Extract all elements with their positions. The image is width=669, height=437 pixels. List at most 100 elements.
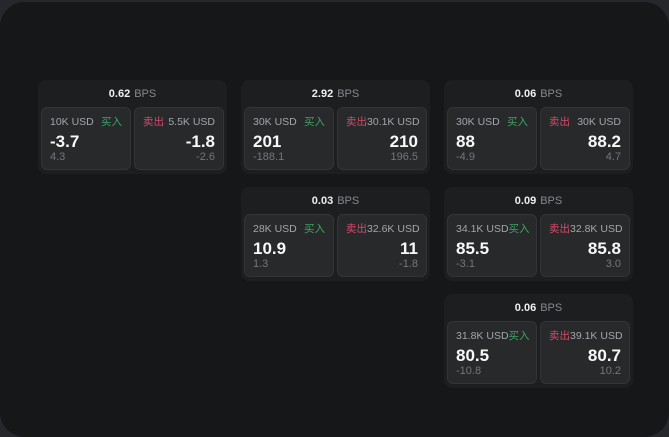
quote-card: 0.03 BPS 28K USD 买入 10.9 1.3 卖出 32.6K US… [241,187,430,281]
buy-delta: -188.1 [253,151,285,163]
sell-panel[interactable]: 卖出 30K USD 88.2 4.7 [540,107,630,170]
buy-amount-label: 31.8K USD [456,329,509,342]
sell-price: 80.7 [587,345,621,365]
sell-panel[interactable]: 卖出 32.8K USD 85.8 3.0 [540,214,630,277]
buy-panel[interactable]: 10K USD 买入 -3.7 4.3 [41,107,131,170]
sell-panel[interactable]: 卖出 5.5K USD -1.8 -2.6 [134,107,224,170]
sell-panel-top-row: 卖出 32.6K USD [346,221,420,236]
buy-amount-label: 28K USD [253,222,297,235]
buy-side-label: 买入 [508,330,530,342]
sell-side-label: 卖出 [346,116,367,128]
bps-suffix-label: BPS [540,301,563,314]
buy-price: 85.5 [456,238,490,258]
buy-price: -3.7 [50,131,80,151]
sell-side-label: 卖出 [346,223,367,235]
sell-amount-label: 5.5K USD [168,115,215,128]
buy-side-label: 买入 [304,223,325,235]
buy-panel[interactable]: 30K USD 买入 201 -188.1 [244,107,334,170]
sell-price: 88.2 [587,131,621,151]
quote-panels: 34.1K USD 买入 85.5 -3.1 卖出 32.8K USD 85.8… [444,214,633,281]
quote-panels: 30K USD 买入 201 -188.1 卖出 30.1K USD 210 1… [241,107,430,174]
card-header: 0.06 BPS [444,294,633,321]
buy-panel-top-row: 10K USD 买入 [50,114,122,129]
bps-value: 0.62 [108,87,131,100]
sell-side-label: 卖出 [549,116,570,128]
buy-price: 201 [253,131,282,151]
buy-panel[interactable]: 34.1K USD 买入 85.5 -3.1 [447,214,537,277]
buy-delta: 4.3 [50,151,66,163]
quote-panels: 10K USD 买入 -3.7 4.3 卖出 5.5K USD -1.8 -2.… [38,107,227,174]
buy-amount-label: 30K USD [456,115,500,128]
buy-panel[interactable]: 28K USD 买入 10.9 1.3 [244,214,334,277]
sell-amount-label: 30.1K USD [367,115,420,128]
sell-amount-label: 39.1K USD [570,329,623,342]
bps-value: 0.09 [514,194,537,207]
bps-value: 0.06 [514,301,537,314]
buy-side-label: 买入 [304,116,325,128]
sell-side-label: 卖出 [143,116,164,128]
sell-panel[interactable]: 卖出 39.1K USD 80.7 10.2 [540,321,630,384]
buy-panel-top-row: 30K USD 买入 [456,114,528,129]
sell-delta: 196.5 [390,151,418,163]
sell-delta: -2.6 [196,151,215,163]
sell-amount-label: 32.8K USD [570,222,623,235]
quote-card: 0.06 BPS 31.8K USD 买入 80.5 -10.8 卖出 39.1… [444,294,633,388]
sell-panel-top-row: 卖出 32.8K USD [549,221,623,236]
buy-delta: -4.9 [456,151,475,163]
sell-side-label: 卖出 [549,223,570,235]
card-header: 0.03 BPS [241,187,430,214]
buy-delta: -10.8 [456,365,482,377]
quote-panels: 28K USD 买入 10.9 1.3 卖出 32.6K USD 11 -1.8 [241,214,430,281]
sell-price: -1.8 [185,131,215,151]
buy-side-label: 买入 [508,223,530,235]
buy-panel-top-row: 28K USD 买入 [253,221,325,236]
sell-delta: 10.2 [599,365,621,377]
buy-price: 80.5 [456,345,490,365]
sell-delta: 3.0 [605,258,621,270]
bps-value: 0.06 [514,87,537,100]
sell-price: 11 [400,238,418,258]
buy-delta: 1.3 [253,258,269,270]
buy-side-label: 买入 [507,116,528,128]
bps-suffix-label: BPS [337,194,360,207]
sell-panel[interactable]: 卖出 30.1K USD 210 196.5 [337,107,427,170]
sell-delta: 4.7 [605,151,621,163]
card-header: 2.92 BPS [241,80,430,107]
cards-grid: 0.62 BPS 10K USD 买入 -3.7 4.3 卖出 5.5K USD… [38,80,633,388]
quote-panels: 31.8K USD 买入 80.5 -10.8 卖出 39.1K USD 80.… [444,321,633,388]
sell-panel-top-row: 卖出 39.1K USD [549,328,623,343]
bps-suffix-label: BPS [337,87,360,100]
buy-amount-label: 10K USD [50,115,94,128]
sell-delta: -1.8 [399,258,418,270]
buy-panel-top-row: 30K USD 买入 [253,114,325,129]
quote-card: 0.06 BPS 30K USD 买入 88 -4.9 卖出 30K USD 8… [444,80,633,174]
sell-panel-top-row: 卖出 30.1K USD [346,114,420,129]
buy-amount-label: 30K USD [253,115,297,128]
sell-amount-label: 32.6K USD [367,222,420,235]
quote-card: 0.62 BPS 10K USD 买入 -3.7 4.3 卖出 5.5K USD… [38,80,227,174]
card-header: 0.09 BPS [444,187,633,214]
buy-side-label: 买入 [101,116,122,128]
buy-panel-top-row: 31.8K USD 买入 [456,328,530,343]
buy-panel[interactable]: 31.8K USD 买入 80.5 -10.8 [447,321,537,384]
buy-price: 10.9 [253,238,287,258]
quote-panels: 30K USD 买入 88 -4.9 卖出 30K USD 88.2 4.7 [444,107,633,174]
card-header: 0.06 BPS [444,80,633,107]
quote-card: 2.92 BPS 30K USD 买入 201 -188.1 卖出 30.1K … [241,80,430,174]
bps-value: 2.92 [311,87,334,100]
buy-price: 88 [456,131,475,151]
buy-panel[interactable]: 30K USD 买入 88 -4.9 [447,107,537,170]
quote-card: 0.09 BPS 34.1K USD 买入 85.5 -3.1 卖出 32.8K… [444,187,633,281]
card-header: 0.62 BPS [38,80,227,107]
sell-price: 85.8 [587,238,621,258]
bps-suffix-label: BPS [540,194,563,207]
sell-panel[interactable]: 卖出 32.6K USD 11 -1.8 [337,214,427,277]
sell-side-label: 卖出 [549,330,570,342]
buy-panel-top-row: 34.1K USD 买入 [456,221,530,236]
bps-suffix-label: BPS [540,87,563,100]
buy-amount-label: 34.1K USD [456,222,509,235]
bps-value: 0.03 [311,194,334,207]
sell-price: 210 [389,131,418,151]
buy-delta: -3.1 [456,258,475,270]
